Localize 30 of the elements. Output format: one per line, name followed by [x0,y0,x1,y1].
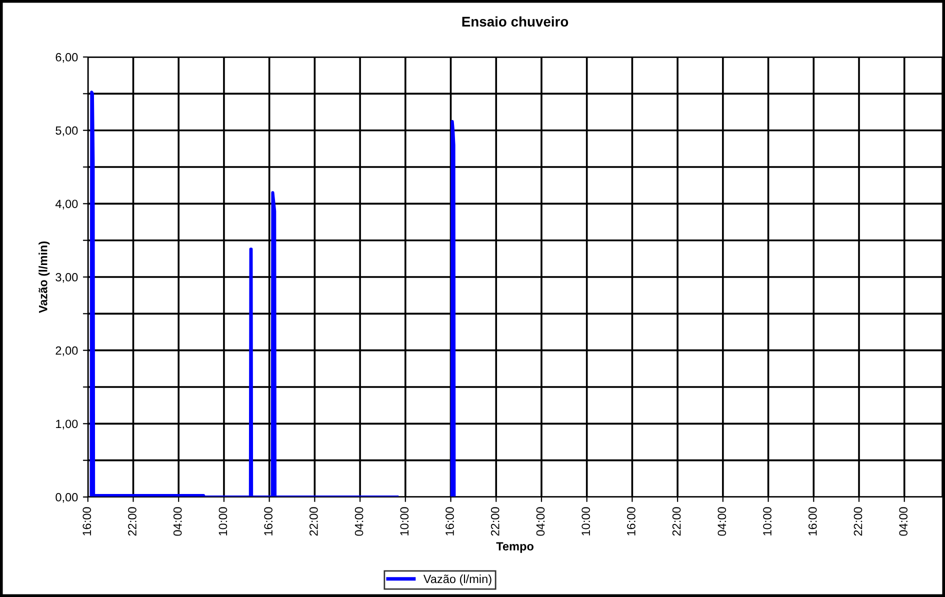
y-tick-label: 4,00 [55,200,78,210]
y-tick-label: 5,00 [56,126,78,136]
y-tick-label: 3,00 [56,273,78,283]
x-tick-label: 16:00 [446,507,454,536]
x-tick-label: 16:00 [82,507,92,536]
x-tick-label: 22:00 [672,507,681,536]
x-tick-label: 10:00 [218,507,228,536]
x-tick-label: 04:00 [899,507,908,536]
x-axis-title: Tempo [496,542,534,553]
chart-title: Ensaio chuveiro [462,16,568,27]
x-tick-label: 16:00 [264,507,272,536]
x-tick-label: 10:00 [400,507,409,536]
x-tick-label: 22:00 [854,507,862,536]
x-tick-label: 04:00 [173,507,182,536]
y-axis-title: Vazão (l/min) [38,242,50,314]
x-tick-label: 10:00 [763,507,772,536]
x-tick-label: 04:00 [354,507,364,536]
x-tick-label: 04:00 [536,507,545,536]
x-tick-label: 16:00 [627,507,636,536]
x-tick-label: 16:00 [808,507,817,536]
x-tick-label: 22:00 [309,507,318,536]
y-tick-label: 2,00 [56,346,78,356]
y-tick-label: 1,00 [56,420,78,430]
x-tick-label: 22:00 [490,507,500,536]
legend-label: Vazão (l/min) [423,574,492,586]
y-tick-label: 6,00 [56,53,78,63]
y-tick-label: 0,00 [56,493,78,503]
x-tick-label: 22:00 [128,507,136,536]
x-tick-label: 04:00 [718,507,726,536]
x-tick-label: 10:00 [582,507,590,536]
